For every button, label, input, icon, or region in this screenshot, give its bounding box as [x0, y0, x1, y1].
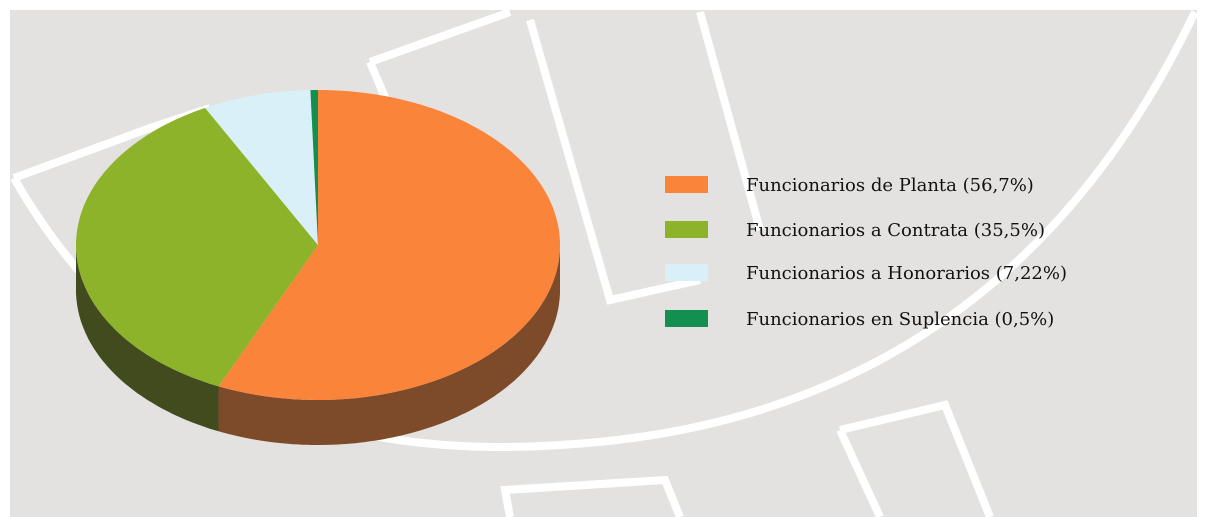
legend-swatch: [665, 264, 708, 281]
pie-slice: [205, 90, 318, 245]
pie-slice: [76, 107, 318, 387]
legend-label: Funcionarios a Contrata (35,5%): [746, 220, 1045, 241]
legend-swatch: [665, 310, 708, 327]
legend: Funcionarios de Planta (56,7%) Funcionari…: [665, 175, 1067, 330]
pie: [76, 90, 560, 445]
pie-side: [218, 245, 560, 445]
pie-side: [76, 245, 219, 432]
legend-swatch: [665, 176, 708, 193]
pie-slice: [310, 90, 318, 245]
legend-label: Funcionarios a Honorarios (7,22%): [746, 263, 1067, 284]
legend-label: Funcionarios en Suplencia (0,5%): [746, 309, 1054, 330]
legend-swatch: [665, 221, 708, 238]
pie-slice: [218, 90, 560, 400]
legend-label: Funcionarios de Planta (56,7%): [746, 175, 1034, 196]
